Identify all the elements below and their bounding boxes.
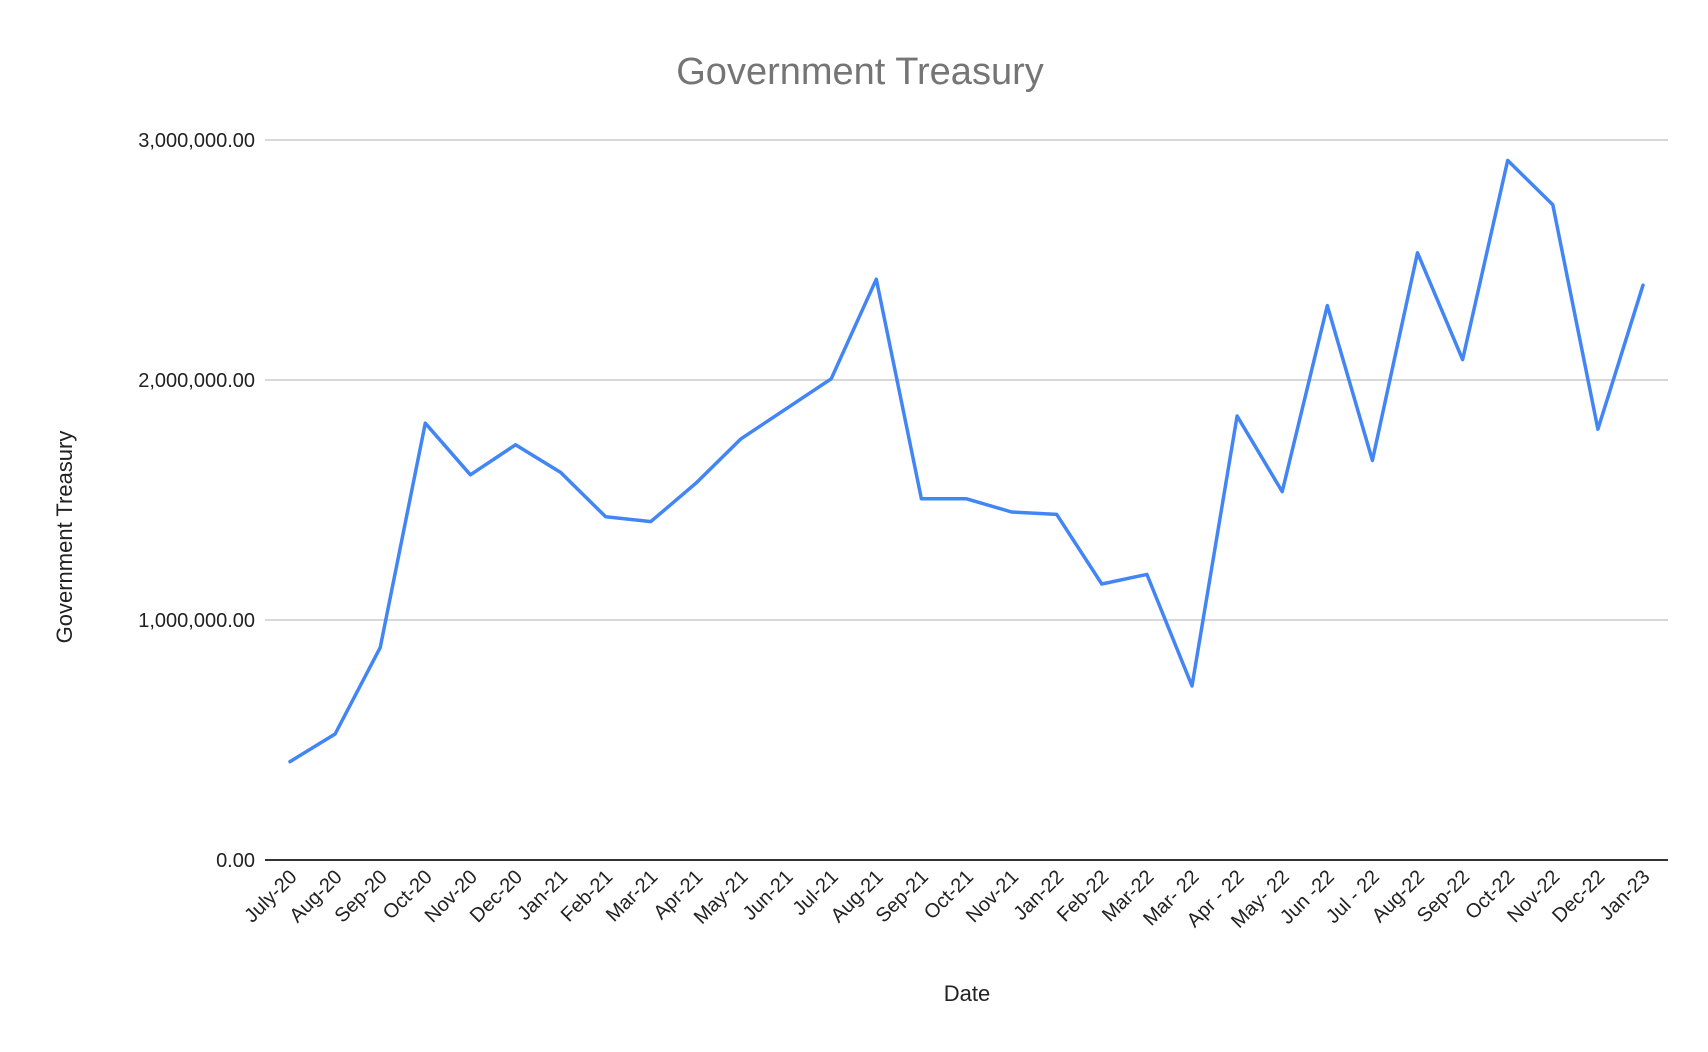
chart-title: Government Treasury: [676, 51, 1043, 93]
x-axis-title: Date: [944, 981, 990, 1006]
x-tick-label: Jun-21: [739, 866, 798, 925]
y-tick-label: 2,000,000.00: [138, 370, 255, 392]
gridlines: [265, 139, 1668, 621]
x-axis-ticks: July-20Aug-20Sep-20Oct-20Nov-20Dec-20Jan…: [240, 866, 1654, 933]
x-tick-label: Jan-23: [1596, 866, 1655, 925]
y-tick-label: 0.00: [216, 850, 255, 872]
series-line: [288, 158, 1645, 764]
y-tick-label: 3,000,000.00: [138, 130, 255, 152]
y-tick-label: 1,000,000.00: [138, 610, 255, 632]
series: [288, 158, 1645, 764]
x-tick-label: Mar-21: [602, 866, 662, 926]
y-axis-ticks: 0.00 1,000,000.00 2,000,000.00 3,000,000.00: [138, 130, 255, 872]
y-axis-title: Government Treasury: [52, 431, 77, 644]
